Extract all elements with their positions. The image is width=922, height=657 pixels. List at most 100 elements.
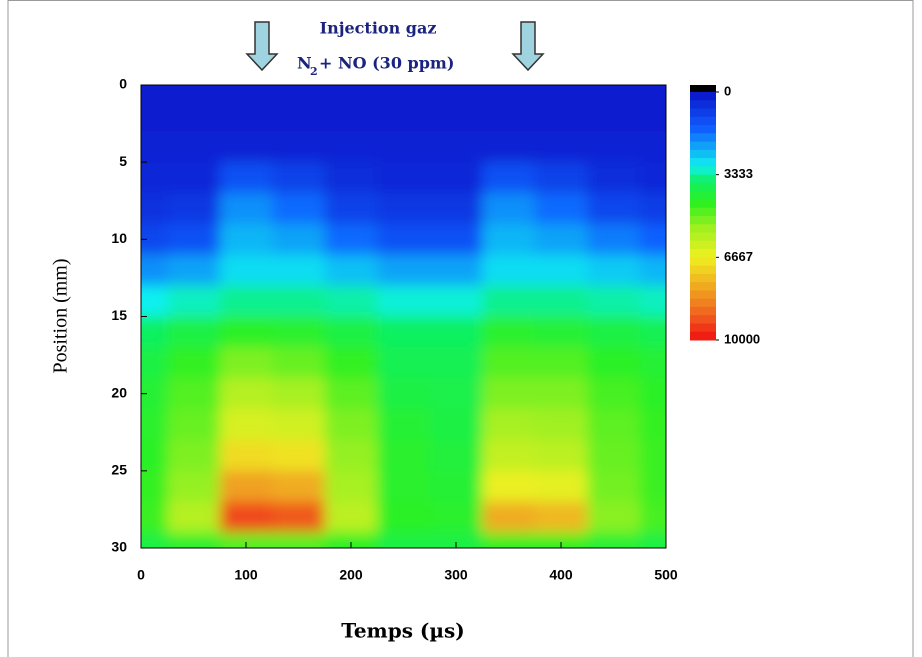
arrow xyxy=(245,21,279,72)
colorbar-band xyxy=(690,166,716,176)
heatmap-cell xyxy=(141,347,168,379)
colorbar-band xyxy=(690,265,716,275)
colorbar-band xyxy=(690,232,716,242)
heatmap-cell xyxy=(272,316,326,348)
heatmap-cell xyxy=(167,501,221,534)
heatmap-cell xyxy=(534,162,588,194)
heatmap-cell xyxy=(377,470,431,503)
heatmap-cell xyxy=(272,501,326,534)
colorbar-band xyxy=(690,257,716,267)
colorbar-band xyxy=(690,133,716,143)
colorbar-band xyxy=(690,191,716,200)
heatmap-cell xyxy=(534,316,588,348)
heatmap-cell xyxy=(482,193,536,225)
heatmap-cell xyxy=(429,131,483,163)
heatmap-cell xyxy=(587,470,641,503)
heatmap-cell xyxy=(272,85,326,101)
heatmap-cell xyxy=(429,162,483,194)
heatmap-cell xyxy=(167,85,221,101)
heatmap-cell xyxy=(482,131,536,163)
heatmap-cell xyxy=(167,100,221,132)
x-tick-label: 0 xyxy=(137,567,145,583)
heatmap-cell xyxy=(377,162,431,194)
heatmap-cell xyxy=(482,254,536,287)
heatmap-cell xyxy=(429,470,483,503)
y-tick-label: 20 xyxy=(111,384,127,400)
heatmap-cell xyxy=(482,223,536,256)
x-tick-label: 300 xyxy=(444,567,468,583)
heatmap-cell xyxy=(219,501,273,534)
heatmap-cell xyxy=(377,347,431,379)
heatmap-cell xyxy=(272,100,326,132)
heatmap-cell xyxy=(534,100,588,132)
heatmap-cell xyxy=(324,470,378,503)
heatmap-cell xyxy=(167,316,221,348)
y-tick-label: 10 xyxy=(111,230,127,246)
x-tick-label: 200 xyxy=(339,567,363,583)
heatmap-cell xyxy=(272,532,326,548)
heatmap-cell xyxy=(272,131,326,163)
heatmap-cell xyxy=(377,254,431,287)
colorbar-band xyxy=(690,116,716,126)
colorbar-band xyxy=(690,306,716,316)
colorbar-tick-label: 6667 xyxy=(724,249,753,264)
colorbar-band xyxy=(690,290,716,300)
heatmap-cell xyxy=(377,131,431,163)
heatmap-cell xyxy=(324,285,378,317)
heatmap-cell xyxy=(377,409,431,441)
heatmap-cell xyxy=(587,409,641,441)
heatmap-cell xyxy=(167,162,221,194)
heatmap-cell xyxy=(639,254,666,287)
heatmap-cell xyxy=(482,532,536,548)
annotation: Injection gaz xyxy=(320,19,437,38)
heatmap-cell xyxy=(219,193,273,225)
y-tick-label: 5 xyxy=(119,153,127,169)
heatmap-cell xyxy=(219,131,273,163)
heatmap xyxy=(141,85,666,548)
heatmap-cell xyxy=(324,85,378,101)
colorbar: 0 3333 6667 10000 xyxy=(690,83,760,346)
heatmap-cell xyxy=(219,316,273,348)
heatmap-cell xyxy=(639,532,666,548)
colorbar-band xyxy=(690,92,716,101)
heatmap-cell xyxy=(377,501,431,534)
heatmap-cell xyxy=(429,100,483,132)
colorbar-band xyxy=(690,108,716,118)
heatmap-cell xyxy=(639,100,666,132)
heatmap-cell xyxy=(377,439,431,472)
heatmap-cell xyxy=(324,254,378,287)
heatmap-cell xyxy=(587,532,641,548)
heatmap-cell xyxy=(639,501,666,534)
heatmap-cell xyxy=(429,254,483,287)
x-axis-label: Temps (µs) xyxy=(341,619,465,643)
heatmap-cell xyxy=(141,532,168,548)
heatmap-cell xyxy=(219,100,273,132)
heatmap-cell xyxy=(272,285,326,317)
heatmap-cell xyxy=(141,254,168,287)
colorbar-band xyxy=(690,224,716,234)
heatmap-cell xyxy=(482,378,536,410)
y-tick-label: 30 xyxy=(111,539,127,555)
heatmap-cell xyxy=(587,439,641,472)
heatmap-cell xyxy=(141,131,168,163)
colorbar-band xyxy=(690,199,716,209)
heatmap-cell xyxy=(324,439,378,472)
heatmap-cell xyxy=(639,378,666,410)
heatmap-cell xyxy=(219,347,273,379)
heatmap-cell xyxy=(219,532,273,548)
heatmap-cell xyxy=(587,347,641,379)
heatmap-cell xyxy=(534,254,588,287)
heatmap-cell xyxy=(141,439,168,472)
heatmap-cell xyxy=(219,254,273,287)
heatmap-cell xyxy=(324,501,378,534)
colorbar-band xyxy=(690,174,716,184)
heatmap-cell xyxy=(639,223,666,256)
arrow xyxy=(511,21,545,72)
colorbar-band xyxy=(690,282,716,291)
heatmap-cell xyxy=(167,439,221,472)
colorbar-band xyxy=(690,323,716,333)
heatmap-cell xyxy=(272,254,326,287)
heatmap-cell xyxy=(429,378,483,410)
heatmap-cell xyxy=(587,162,641,194)
